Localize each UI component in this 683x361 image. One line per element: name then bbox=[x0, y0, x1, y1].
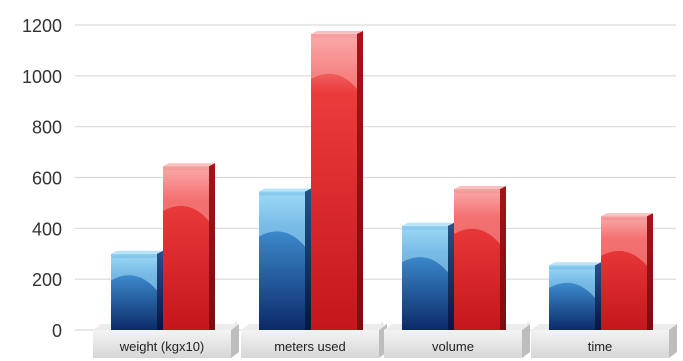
bar-side bbox=[647, 213, 653, 330]
bar-highlight bbox=[601, 220, 647, 266]
bar-highlight bbox=[454, 192, 500, 244]
y-tick-label: 800 bbox=[32, 118, 62, 138]
bar-side bbox=[595, 262, 601, 330]
bar-series-2 bbox=[163, 163, 215, 330]
bar-series-1 bbox=[549, 262, 601, 330]
bar-series-2 bbox=[454, 185, 506, 330]
bar-side bbox=[209, 163, 215, 330]
bar-top bbox=[601, 213, 653, 217]
category-base-side bbox=[231, 324, 239, 358]
bar-top bbox=[549, 262, 601, 266]
bar-top bbox=[163, 163, 215, 167]
x-category-label: volume bbox=[432, 339, 474, 354]
y-tick-label: 200 bbox=[32, 270, 62, 290]
y-tick-label: 400 bbox=[32, 219, 62, 239]
bar-highlight bbox=[259, 195, 305, 247]
category-bases bbox=[93, 322, 677, 358]
bar-side bbox=[305, 188, 311, 330]
bar-front bbox=[163, 166, 209, 330]
x-category-label: time bbox=[588, 339, 613, 354]
bar-top bbox=[259, 188, 311, 192]
bar-highlight bbox=[402, 229, 448, 273]
category-base bbox=[241, 330, 379, 358]
y-tick-label: 600 bbox=[32, 169, 62, 189]
x-category-label: weight (kgx10) bbox=[119, 339, 205, 354]
bar-series-1 bbox=[259, 188, 311, 330]
bar-series-2 bbox=[601, 213, 653, 330]
bar-top bbox=[454, 185, 506, 189]
bar-series-1 bbox=[111, 250, 163, 330]
bar-front bbox=[601, 216, 647, 330]
bar-top bbox=[311, 30, 363, 34]
y-tick-label: 0 bbox=[52, 321, 62, 341]
bar-side bbox=[448, 222, 454, 330]
x-axis-labels: weight (kgx10) meters used volume time bbox=[119, 339, 613, 354]
y-axis-ticks: 0 200 400 600 800 1000 1200 bbox=[22, 16, 62, 341]
x-category-label: meters used bbox=[274, 339, 346, 354]
bar-highlight bbox=[111, 257, 157, 291]
category-base-side bbox=[522, 324, 530, 358]
bar-front bbox=[311, 33, 357, 330]
bars bbox=[111, 30, 653, 330]
bar-highlight bbox=[163, 170, 209, 222]
bar-highlight bbox=[311, 37, 357, 89]
category-base-side bbox=[669, 324, 677, 358]
category-base bbox=[93, 330, 231, 358]
bar-side bbox=[500, 185, 506, 330]
bar-side bbox=[157, 250, 163, 330]
category-base bbox=[531, 330, 669, 358]
bar-top bbox=[111, 250, 163, 254]
y-tick-label: 1000 bbox=[22, 67, 62, 87]
category-base bbox=[384, 330, 522, 358]
bar-front bbox=[454, 188, 500, 330]
bar-series-2 bbox=[311, 30, 363, 330]
bar-highlight bbox=[549, 269, 595, 298]
bar-series-1 bbox=[402, 222, 454, 330]
bar-top bbox=[402, 222, 454, 226]
bar-side bbox=[357, 30, 363, 330]
y-tick-label: 1200 bbox=[22, 16, 62, 36]
